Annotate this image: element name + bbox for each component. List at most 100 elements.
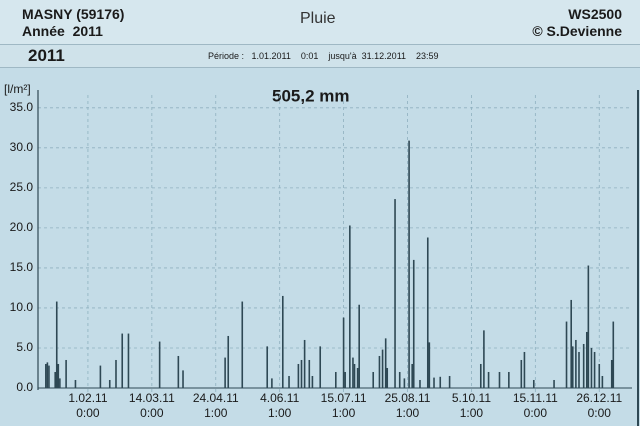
bar [590, 347, 593, 388]
y-tick-label: 30.0 [10, 140, 34, 154]
bar [412, 259, 415, 388]
bar [439, 376, 442, 388]
bar [585, 331, 588, 388]
bar [403, 378, 406, 388]
bar [483, 330, 485, 388]
bar [553, 379, 555, 388]
bar [523, 351, 526, 388]
year: 2011 [28, 46, 65, 65]
bar [182, 370, 184, 388]
year-label: Année 2011 [22, 23, 103, 39]
bar [479, 363, 482, 388]
bar [394, 199, 396, 388]
bar [386, 367, 389, 388]
bar [356, 367, 359, 388]
bar [582, 343, 585, 388]
bar [308, 359, 311, 388]
x-tick-label: 24.04.11 1:00 [192, 391, 239, 420]
bar [311, 375, 314, 388]
y-tick-label: 25.0 [10, 180, 34, 194]
y-tick-label: 5.0 [16, 340, 33, 354]
bar [448, 375, 451, 388]
bar [587, 265, 590, 388]
bar [487, 371, 490, 388]
x-tick-label: 15.07.11 1:00 [320, 391, 367, 420]
bar [281, 295, 284, 388]
header [0, 0, 640, 44]
period-bar [0, 44, 640, 68]
bar [520, 359, 523, 388]
bar [303, 339, 306, 388]
bar [593, 351, 596, 388]
bar [353, 363, 356, 388]
y-tick-label: 10.0 [10, 300, 34, 314]
bar [532, 379, 535, 388]
x-tick-label: 26.12.11 0:00 [576, 391, 623, 420]
bar [177, 355, 180, 388]
bar [59, 378, 61, 388]
bar [54, 371, 56, 388]
bar [342, 317, 345, 388]
x-tick-label: 25.08.11 1:00 [384, 391, 431, 420]
bar [319, 346, 322, 388]
bar [55, 301, 58, 388]
bar [426, 237, 429, 388]
bar [288, 375, 290, 388]
bar [45, 363, 47, 388]
x-tick-label: 1.02.11 0:00 [68, 391, 108, 420]
bar [570, 299, 573, 388]
bar [384, 338, 387, 388]
bar [398, 371, 401, 388]
x-tick-label: 4.06.11 1:00 [260, 391, 300, 420]
y-label: [l/m²] [4, 82, 31, 96]
y-tick-label: 35.0 [10, 100, 34, 114]
title: Pluie [300, 10, 336, 27]
bar [508, 371, 510, 388]
bar [381, 349, 384, 388]
bar [378, 355, 381, 388]
bar [372, 371, 375, 388]
bar [612, 321, 615, 388]
x-tick-label: 14.03.11 0:00 [128, 391, 175, 420]
bar [227, 335, 230, 388]
period: Période : 1.01.2011 0:01 jusqu'à 31.12.2… [208, 51, 439, 61]
x-tick-label: 5.10.11 1:00 [451, 391, 491, 420]
x-tick-label: 15.11.11 0:00 [512, 391, 558, 420]
bar [352, 357, 354, 388]
bar [498, 371, 501, 388]
bar [358, 304, 360, 388]
author: © S.Devienne [532, 23, 622, 39]
bar [127, 333, 130, 388]
bar [224, 357, 226, 388]
bar [48, 365, 50, 388]
annotation: 505,2 mm [272, 86, 350, 105]
bar [115, 359, 117, 388]
bar [571, 346, 574, 388]
bar [578, 351, 580, 388]
bar [241, 301, 244, 388]
bar [598, 363, 601, 388]
bar [610, 359, 613, 388]
bar [158, 341, 161, 388]
bar [57, 363, 60, 388]
bar [601, 375, 604, 388]
bar [121, 333, 124, 388]
y-tick-label: 20.0 [10, 220, 34, 234]
y-tick-label: 0.0 [16, 380, 33, 394]
bar [297, 363, 300, 388]
bar [419, 379, 421, 388]
bar [349, 225, 351, 388]
bar [411, 363, 413, 388]
bar [433, 377, 435, 388]
y-tick-label: 15.0 [10, 260, 34, 274]
bar [74, 379, 77, 388]
bar [108, 379, 111, 388]
bar [344, 371, 346, 388]
bar [575, 339, 577, 388]
bar [46, 362, 49, 388]
bar [266, 346, 269, 388]
bar [99, 365, 102, 388]
bar [565, 321, 568, 388]
